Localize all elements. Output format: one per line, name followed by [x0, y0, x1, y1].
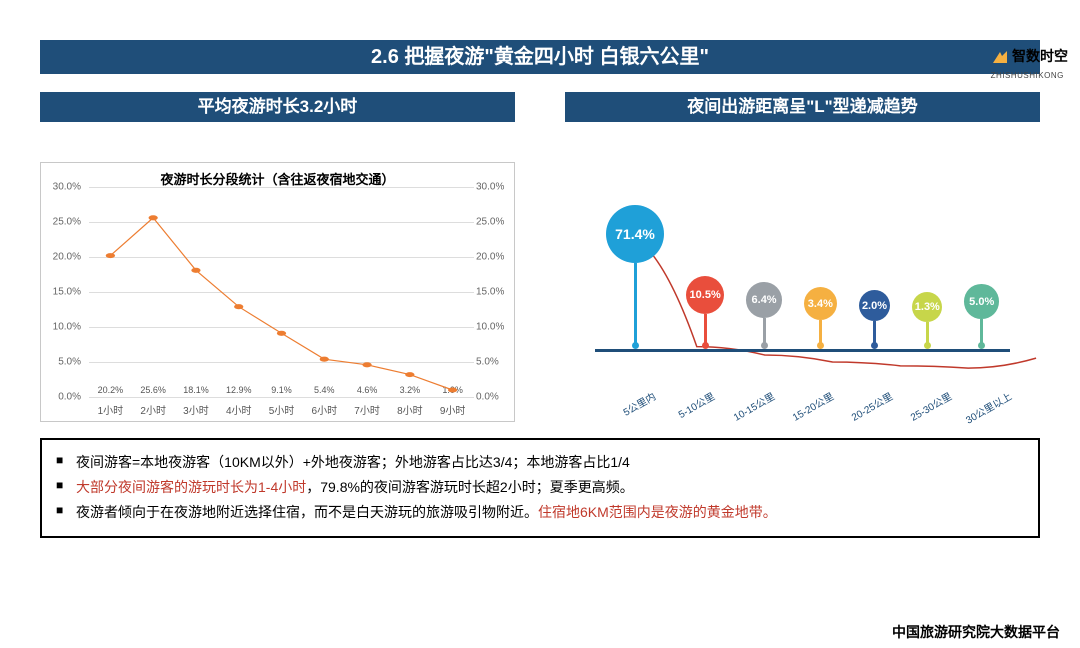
x-tick: 4小时	[217, 402, 260, 417]
pin-value: 6.4%	[746, 282, 782, 318]
pin-value: 71.4%	[606, 205, 664, 263]
pin: 6.4%	[746, 282, 782, 349]
pin-value: 2.0%	[859, 290, 890, 321]
left-heading: 平均夜游时长3.2小时	[40, 92, 515, 122]
footer-text: 中国旅游研究院大数据平台	[892, 622, 1060, 642]
right-heading: 夜间出游距离呈"L"型递减趋势	[565, 92, 1040, 122]
y-tick: 25.0%	[53, 216, 81, 227]
pin: 1.3%	[912, 292, 942, 349]
x-tick: 5小时	[260, 402, 303, 417]
x-tick: 6小时	[303, 402, 346, 417]
y-tick: 10.0%	[476, 321, 504, 332]
y-tick: 15.0%	[53, 287, 81, 298]
chart-title: 夜游时长分段统计（含往返夜宿地交通）	[41, 169, 514, 188]
bar-chart: 夜游时长分段统计（含往返夜宿地交通） 0.0% 5.0% 10.0% 15.0% 20.…	[40, 162, 515, 422]
x-tick: 2小时	[132, 402, 175, 417]
note-item: 夜间游客=本地夜游客（10KM以外）+外地夜游客；外地游客占比达3/4；本地游客…	[56, 450, 1024, 475]
notes-box: 夜间游客=本地夜游客（10KM以外）+外地夜游客；外地游客占比达3/4；本地游客…	[40, 438, 1040, 538]
highlight-text: 大部分夜间游客的游玩时长为1-4小时	[76, 479, 306, 495]
x-tick: 7小时	[346, 402, 389, 417]
pin: 2.0%	[859, 290, 890, 349]
pin-value: 1.3%	[912, 292, 942, 322]
y-tick: 10.0%	[53, 321, 81, 332]
y-tick: 15.0%	[476, 287, 504, 298]
y-tick: 0.0%	[58, 392, 81, 403]
pin-chart: 71.4%10.5%6.4%3.4%2.0%1.3%5.0% 5公里内5-10公…	[565, 162, 1040, 422]
page-title: 2.6 把握夜游"黄金四小时 白银六公里"	[40, 40, 1040, 74]
y-tick: 5.0%	[58, 357, 81, 368]
brand-sub: ZHISHUSHIKONG	[991, 71, 1064, 80]
y-tick: 5.0%	[476, 357, 499, 368]
x-tick: 1小时	[89, 402, 132, 417]
x-tick: 8小时	[388, 402, 431, 417]
y-tick: 20.0%	[476, 251, 504, 262]
brand-name: 智数时空	[1012, 48, 1068, 64]
brand-logo: 智数时空 ZHISHUSHIKONG	[991, 46, 1068, 81]
y-tick: 0.0%	[476, 392, 499, 403]
pin: 5.0%	[964, 284, 998, 349]
pin: 71.4%	[606, 205, 664, 349]
pin: 3.4%	[804, 287, 837, 349]
pin-value: 10.5%	[686, 276, 724, 314]
note-item: 大部分夜间游客的游玩时长为1-4小时，79.8%的夜间游客游玩时长超2小时；夏季…	[56, 475, 1024, 500]
y-tick: 25.0%	[476, 216, 504, 227]
y-tick: 30.0%	[476, 182, 504, 193]
highlight-text: 住宿地6KM范围内是夜游的黄金地带。	[538, 504, 777, 520]
note-item: 夜游者倾向于在夜游地附近选择住宿，而不是白天游玩的旅游吸引物附近。住宿地6KM范…	[56, 500, 1024, 525]
pin-value: 3.4%	[804, 287, 837, 320]
pin-value: 5.0%	[964, 284, 998, 318]
pin: 10.5%	[686, 276, 724, 349]
x-tick: 3小时	[175, 402, 218, 417]
x-tick: 9小时	[431, 402, 474, 417]
y-tick: 20.0%	[53, 251, 81, 262]
y-tick: 30.0%	[53, 182, 81, 193]
